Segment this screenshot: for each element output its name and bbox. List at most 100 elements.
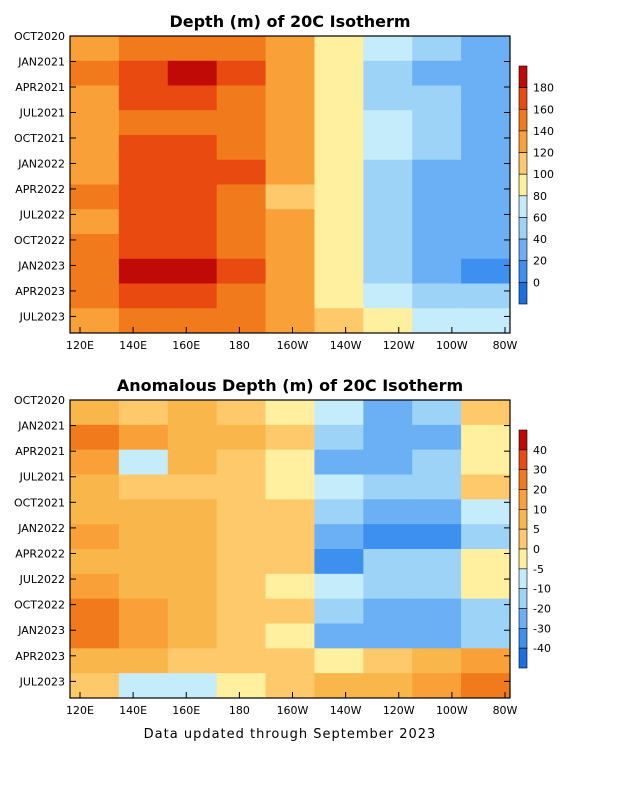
heatmap-cell (412, 110, 462, 136)
colorbar-swatch (518, 628, 528, 649)
y-tick-label: APR2021 (15, 81, 65, 94)
colorbar-label: 30 (533, 464, 547, 477)
heatmap-cell (118, 85, 169, 111)
heatmap-cell (412, 449, 462, 475)
colorbar-swatch (518, 528, 528, 550)
heatmap-cell (167, 400, 218, 426)
heatmap-cell (167, 573, 218, 600)
heatmap-cell (363, 648, 413, 674)
y-tick-label: JAN2022 (17, 157, 65, 170)
heatmap-cell (314, 499, 364, 525)
heatmap-cell (167, 474, 218, 500)
colorbar-label: -5 (533, 563, 544, 576)
heatmap-cell (314, 449, 364, 475)
heatmap-cell (70, 499, 120, 525)
heatmap-cell (461, 424, 511, 451)
heatmap-cell (363, 234, 413, 260)
heatmap-cell (216, 85, 267, 111)
heatmap-cell (265, 623, 315, 649)
heatmap-cell (265, 184, 315, 210)
colorbar-swatch (518, 429, 528, 451)
heatmap-cell (216, 499, 267, 525)
heatmap-cell (314, 234, 364, 260)
footer-note: Data updated through September 2023 (144, 727, 437, 742)
heatmap-cell (412, 648, 462, 674)
colorbar-swatch (518, 548, 528, 570)
heatmap-cell (118, 648, 169, 674)
heatmap-cell (412, 60, 462, 86)
heatmap-cell (216, 234, 267, 260)
heatmap-cell (314, 308, 364, 334)
chart-title: Depth (m) of 20C Isotherm (169, 12, 410, 31)
heatmap-cell (363, 159, 413, 185)
heatmap-cell (70, 184, 120, 210)
heatmap-cell (167, 110, 218, 136)
heatmap-cell (412, 135, 462, 161)
heatmap-cell (118, 258, 169, 284)
x-tick-label: 120E (66, 704, 94, 717)
heatmap-cell (118, 598, 169, 624)
colorbar-swatch (518, 173, 528, 197)
heatmap-cell (265, 449, 315, 475)
heatmap-cell (167, 85, 218, 111)
heatmap-cell (216, 573, 267, 600)
heatmap-cell (461, 36, 511, 62)
heatmap-cell (314, 673, 364, 699)
heatmap-cell (118, 623, 169, 649)
y-tick-label: JAN2022 (17, 522, 65, 535)
heatmap-cell (363, 110, 413, 136)
heatmap-cell (70, 308, 120, 334)
y-tick-label: JUL2023 (19, 310, 65, 323)
heatmap-cell (216, 60, 267, 86)
x-tick-label: 100W (436, 339, 468, 352)
heatmap-cell (118, 135, 169, 161)
heatmap-cell (70, 159, 120, 185)
heatmap-cell (167, 60, 218, 86)
heatmap-cell (216, 673, 267, 699)
heatmap-cell (412, 573, 462, 600)
heatmap-cell (314, 648, 364, 674)
x-tick-label: 140E (119, 339, 147, 352)
heatmap-cell (167, 184, 218, 210)
colorbar-swatch (518, 449, 528, 470)
heatmap-cell (118, 673, 169, 699)
colorbar-label: 140 (533, 125, 554, 138)
heatmap-cell (461, 623, 511, 649)
y-tick-label: JAN2023 (17, 624, 65, 637)
heatmap-cell (314, 474, 364, 500)
colorbar-swatch (518, 195, 528, 218)
heatmap-cell (363, 135, 413, 161)
heatmap-cell (461, 449, 511, 475)
heatmap-cell (265, 209, 315, 235)
heatmap-cell (70, 474, 120, 500)
heatmap-cell (461, 400, 511, 426)
heatmap-cell (70, 673, 120, 699)
heatmap-cell (314, 573, 364, 600)
heatmap-cell (216, 648, 267, 674)
colorbar-swatch (518, 647, 528, 669)
heatmap-cell (118, 209, 169, 235)
heatmap-cell (363, 400, 413, 426)
heatmap-cell (314, 623, 364, 649)
heatmap-cell (412, 474, 462, 500)
colorbar-label: 180 (533, 82, 554, 95)
heatmap-cell (118, 549, 169, 575)
heatmap-cell (216, 36, 267, 62)
heatmap-cell (167, 549, 218, 575)
heatmap-cell (265, 110, 315, 136)
heatmap-cell (412, 184, 462, 210)
heatmap-cell (216, 308, 267, 334)
heatmap-cell (70, 549, 120, 575)
colorbar-swatch (518, 152, 528, 175)
heatmap-cell (461, 184, 511, 210)
heatmap-cell (363, 85, 413, 111)
heatmap-cell (314, 85, 364, 111)
colorbar-swatch (518, 489, 528, 510)
heatmap-cell (118, 60, 169, 86)
heatmap-cell (363, 598, 413, 624)
y-tick-label: JAN2023 (17, 259, 65, 272)
heatmap-cell (363, 549, 413, 575)
heatmap-cell (461, 258, 511, 284)
x-tick-label: 160E (172, 704, 200, 717)
heatmap-cell (70, 573, 120, 600)
